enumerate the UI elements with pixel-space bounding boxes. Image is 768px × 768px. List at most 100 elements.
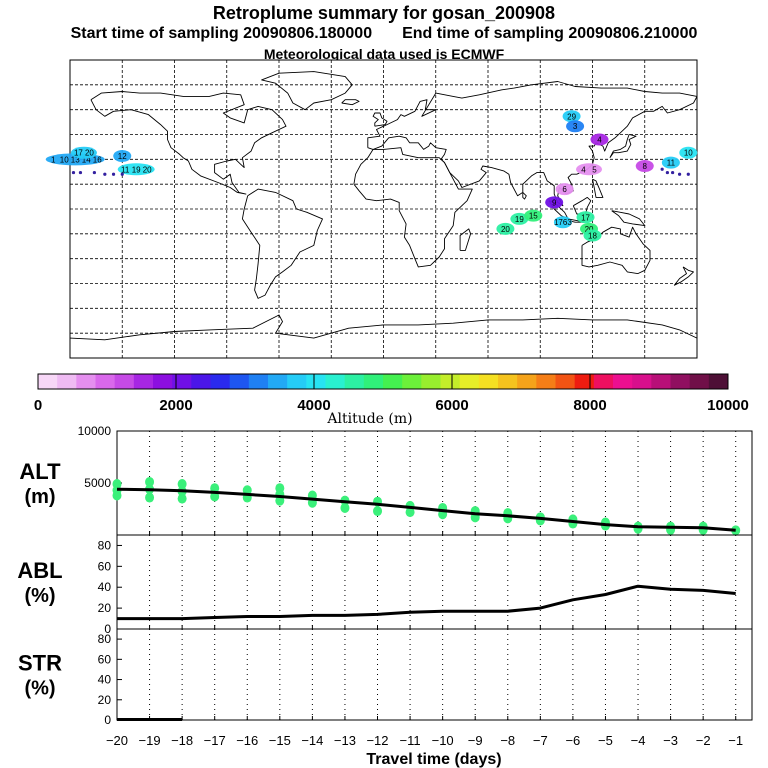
y-tick-label: 40 xyxy=(98,580,112,594)
plume-blob xyxy=(113,150,132,163)
alt-particle-point xyxy=(145,492,155,503)
colorbar-cell xyxy=(613,374,633,389)
plume-trail-dot xyxy=(78,170,83,175)
japan-coast xyxy=(609,134,637,158)
plume-day-label: 17 xyxy=(581,213,590,222)
plume-day-label: 4 xyxy=(581,165,586,174)
alt-ylabel: ALT xyxy=(19,459,61,484)
colorbar-cell xyxy=(421,374,441,389)
x-tick-label: −15 xyxy=(269,733,291,748)
colorbar-cell xyxy=(95,374,116,389)
plume-day-label: 18 xyxy=(588,231,597,240)
madagascar-coast xyxy=(459,228,472,251)
colorbar-cell xyxy=(210,374,231,389)
colorbar-cell xyxy=(670,374,691,389)
plume-day-label: 16 xyxy=(93,155,102,164)
plume-blob xyxy=(635,159,654,172)
plume-day-label: 3 xyxy=(573,122,578,131)
plume-day-label: 13 xyxy=(71,155,80,164)
x-tick-label: −19 xyxy=(139,733,161,748)
plume-blob xyxy=(590,133,609,146)
colorbar-cell xyxy=(536,374,556,389)
colorbar-cell xyxy=(478,374,499,389)
chart-title: Retroplume summary for gosan_200908 xyxy=(212,3,556,23)
sri-lanka-coast xyxy=(522,192,527,200)
plume-cluster: 17 20 xyxy=(70,146,97,159)
colorbar-cell xyxy=(38,374,58,389)
colorbar-tick-label: 2000 xyxy=(159,397,192,414)
plume-cluster: 17 xyxy=(576,211,595,224)
x-tick-label: −1 xyxy=(728,733,743,748)
plume-day-label: 4 xyxy=(597,135,602,144)
plume-day-label: 17 xyxy=(74,149,83,158)
plume-blob xyxy=(555,183,574,196)
x-tick-label: −2 xyxy=(696,733,711,748)
plume-cluster: 29 xyxy=(562,110,581,123)
colorbar-cell xyxy=(574,374,595,389)
abl-series-line xyxy=(117,584,736,621)
plume-cluster: 1763 xyxy=(553,216,572,229)
colorbar-cell xyxy=(268,374,288,389)
colorbar-cell xyxy=(555,374,576,389)
plume-day-label: 29 xyxy=(567,112,576,121)
y-tick-label: 40 xyxy=(98,673,112,687)
x-tick-label: −17 xyxy=(204,733,226,748)
x-tick-label: −8 xyxy=(500,733,515,748)
plume-blob xyxy=(545,196,564,209)
plume-day-label: 5 xyxy=(592,165,597,174)
plume-trail-dot xyxy=(671,170,675,175)
uk-coast xyxy=(372,112,388,127)
x-tick-label: −5 xyxy=(598,733,613,748)
y-tick-label: 60 xyxy=(98,559,112,573)
colorbar-cell xyxy=(651,374,671,389)
plume-blob xyxy=(576,211,595,224)
plume-blob xyxy=(562,110,581,123)
greenland-coast xyxy=(261,71,353,111)
colorbar-cell xyxy=(172,374,192,389)
south-america-coast xyxy=(241,188,323,299)
plume-day-label: 11 xyxy=(667,159,676,168)
plume-day-label: 10 xyxy=(684,149,693,158)
plume-blob xyxy=(679,146,698,159)
plume-day-label: 6 xyxy=(562,185,567,194)
colorbar-cell xyxy=(440,374,461,389)
colorbar-cell xyxy=(306,374,326,389)
colorbar-cell xyxy=(689,374,710,389)
str-yunit: (%) xyxy=(24,678,55,700)
plume-blob xyxy=(496,222,515,235)
plume-trail-dot xyxy=(677,172,682,176)
plume-day-label: 19 xyxy=(515,215,524,224)
colorbar-cell xyxy=(363,374,384,389)
antarctica-coast xyxy=(69,314,698,341)
plume-day-label: 8 xyxy=(643,162,648,171)
y-tick-label: 0 xyxy=(104,713,111,727)
colorbar-frame xyxy=(37,373,729,390)
plume-trail-dot xyxy=(120,172,124,176)
plume-cluster: 15 xyxy=(524,209,543,222)
plume-trail-dot xyxy=(71,170,76,175)
y-tick-label: 80 xyxy=(98,538,112,552)
end-time-label: End time of sampling 20090806.210000 xyxy=(402,25,698,42)
plume-cluster: 10 xyxy=(679,146,698,159)
plume-blob xyxy=(524,209,543,222)
plume-cluster: 12 xyxy=(113,150,132,163)
x-tick-label: −18 xyxy=(171,733,193,748)
plume-cluster: 19 xyxy=(510,212,529,225)
x-axis: −20 −19 −18 −17 −16 −15 −14 −13 −12 −11 −10 −9 −8 −7 −… xyxy=(106,733,743,768)
plume-day-label: 12 xyxy=(118,152,127,161)
plume-cluster: 9 xyxy=(545,196,564,209)
plume-blob xyxy=(583,229,602,242)
plume-trail-dot xyxy=(92,170,96,175)
plume-day-label: 11 xyxy=(121,165,130,174)
colorbar-cell xyxy=(632,374,652,389)
plume-trail-dot xyxy=(111,172,116,176)
alt-panel: 5000 10000 ALT(m) xyxy=(19,424,753,536)
x-tick-label: −4 xyxy=(631,733,646,748)
x-tick-label: −3 xyxy=(663,733,678,748)
x-tick-label: −7 xyxy=(533,733,548,748)
plume-day-label: 9 xyxy=(552,198,557,207)
colorbar-cell xyxy=(517,374,537,389)
alt-yunit: (m) xyxy=(24,486,55,508)
x-tick-label: −6 xyxy=(565,733,580,748)
